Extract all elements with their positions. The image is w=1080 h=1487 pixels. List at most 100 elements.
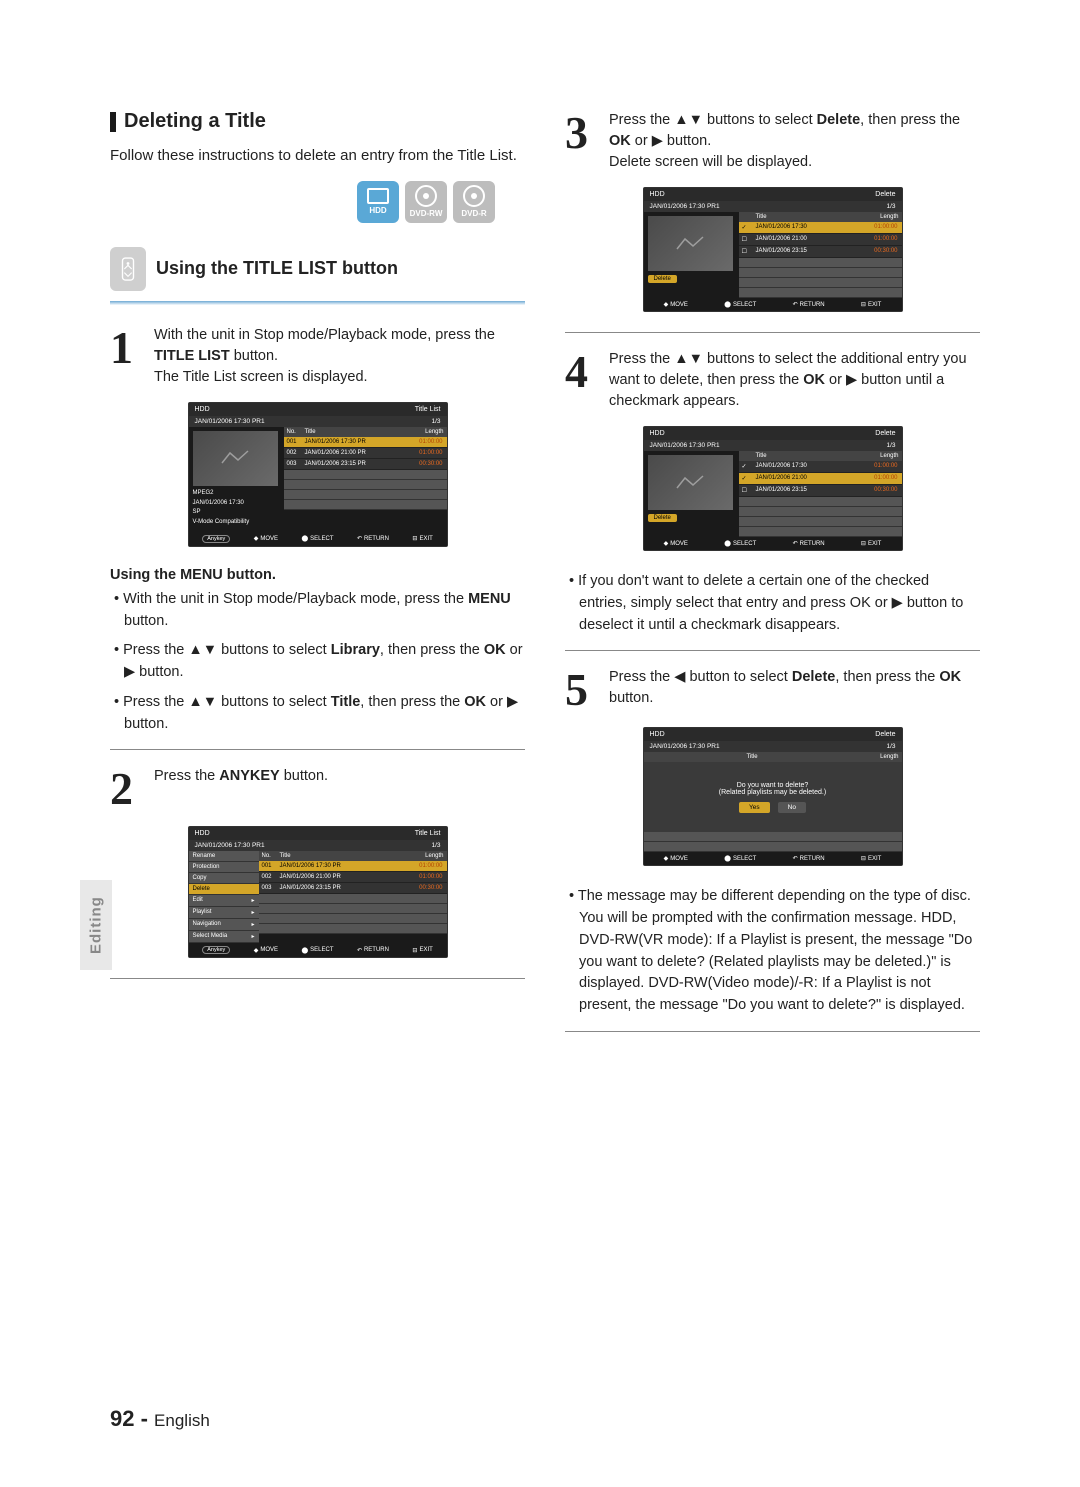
c: Title — [302, 427, 423, 437]
t: OK — [803, 372, 825, 388]
b: Delete TitleLength ✓JAN/01/2006 17:3001:… — [644, 451, 902, 537]
t: No. — [259, 851, 277, 861]
r: TitleLength ✓JAN/01/2006 17:3001:00:00☐J… — [739, 212, 902, 298]
t: SELECT — [310, 536, 333, 542]
t: HDD — [650, 430, 665, 437]
screen-left: MPEG2JAN/01/2006 17:30SPV-Mode Compatibi… — [189, 427, 284, 532]
note-5: The message may be different depending o… — [565, 886, 980, 1017]
t: 1/3 — [431, 418, 440, 425]
t: button. — [124, 613, 168, 629]
t: Delete screen will be displayed. — [609, 154, 812, 170]
t: HDD — [195, 830, 210, 837]
return-icon: ↶ RETURN — [793, 301, 825, 308]
dvd-r-icon: DVD-R — [453, 181, 495, 223]
dialog-line: Do you want to delete? — [737, 782, 809, 789]
t: button. — [230, 348, 278, 364]
select-icon: ⬤ SELECT — [301, 947, 333, 954]
t: RETURN — [364, 536, 389, 542]
divider — [110, 749, 525, 750]
step-text: Press the ANYKEY button. — [154, 766, 328, 812]
e — [259, 904, 447, 914]
exit-icon: ⊟ EXIT — [861, 855, 881, 862]
divider — [565, 1031, 980, 1032]
b: RenameProtectionCopyDeleteEdit▸Playlist▸… — [189, 851, 447, 943]
l: Delete — [644, 212, 739, 298]
t: EXIT — [868, 302, 881, 308]
screen-body: MPEG2JAN/01/2006 17:30SPV-Mode Compatibi… — [189, 427, 447, 532]
t: Length — [877, 212, 901, 222]
t: 1/3 — [886, 743, 895, 750]
step-number: 5 — [565, 667, 601, 713]
c: No. — [284, 427, 302, 437]
c: TitleLength — [739, 212, 902, 222]
t: , then press the — [360, 694, 464, 710]
r: TitleLength ✓JAN/01/2006 17:3001:00:00✓J… — [739, 451, 902, 537]
e — [739, 527, 902, 537]
e — [259, 914, 447, 924]
e — [739, 288, 902, 298]
return-icon: ↶ RETURN — [793, 540, 825, 547]
l: Delete — [644, 451, 739, 537]
t: JAN/01/2006 17:30 PR1 — [650, 442, 720, 449]
t: button. — [280, 768, 328, 784]
t: Delete — [792, 669, 836, 685]
t: JAN/01/2006 17:30 PR1 — [195, 842, 265, 849]
t — [739, 451, 753, 461]
screen-delete: HDDDelete JAN/01/2006 17:30 PR11/3 Delet… — [643, 187, 903, 312]
anykey-icon: Anykey — [202, 535, 230, 543]
cols: No.TitleLength — [284, 427, 447, 437]
hdd-icon: HDD — [357, 181, 399, 223]
left-column: Deleting a Title Follow these instructio… — [110, 110, 525, 1048]
delete-button: Delete — [648, 275, 677, 283]
no-button: No — [778, 802, 806, 813]
step-3: 3 Press the ▲▼ buttons to select Delete,… — [565, 110, 980, 173]
delete-button: Delete — [648, 514, 677, 522]
t: Delete — [875, 191, 895, 198]
b: Delete TitleLength ✓JAN/01/2006 17:3001:… — [644, 212, 902, 298]
e — [739, 517, 902, 527]
t: SELECT — [733, 302, 756, 308]
t: Length — [877, 752, 901, 762]
t: Delete — [817, 112, 861, 128]
anykey-icon: Anykey — [202, 946, 230, 954]
f: ◆ MOVE ⬤ SELECT ↶ RETURN ⊟ EXIT — [644, 298, 902, 311]
move-icon: ◆ MOVE — [664, 855, 688, 862]
step-number: 2 — [110, 766, 146, 812]
e — [284, 470, 447, 480]
t: OK — [939, 669, 961, 685]
e — [739, 497, 902, 507]
t: With the unit in Stop mode/Playback mode… — [154, 327, 495, 343]
screen-sub: JAN/01/2006 17:30 PR11/3 — [189, 416, 447, 427]
t: EXIT — [419, 536, 432, 542]
dialog-buttons: Yes No — [739, 802, 806, 813]
step-text: Press the ▲▼ buttons to select Delete, t… — [609, 110, 980, 173]
t: Title List — [415, 830, 441, 837]
intro-text: Follow these instructions to delete an e… — [110, 145, 525, 167]
info: MPEG2JAN/01/2006 17:30SPV-Mode Compatibi… — [193, 489, 280, 528]
step-1: 1 With the unit in Stop mode/Playback mo… — [110, 325, 525, 388]
t: OK — [484, 642, 506, 658]
subheading-row: Using the TITLE LIST button — [110, 247, 525, 291]
remote-icon — [110, 247, 146, 291]
t: Press the ◀ button to select — [609, 669, 792, 685]
subheading: Using the TITLE LIST button — [156, 258, 398, 279]
exit-icon: ⊟ EXIT — [861, 301, 881, 308]
move-icon: ◆ MOVE — [664, 540, 688, 547]
rows: ✓JAN/01/2006 17:3001:00:00✓JAN/01/2006 2… — [739, 461, 902, 497]
t: Length — [877, 451, 901, 461]
select-icon: ⬤ SELECT — [724, 855, 756, 862]
t: EXIT — [868, 856, 881, 862]
screen-delete-multi: HDDDelete JAN/01/2006 17:30 PR11/3 Delet… — [643, 426, 903, 551]
e — [739, 268, 902, 278]
t: Press the — [154, 768, 219, 784]
t: JAN/01/2006 17:30 PR1 — [650, 743, 720, 750]
page-number: 92 — [110, 1406, 134, 1431]
step-4: 4 Press the ▲▼ buttons to select the add… — [565, 349, 980, 412]
dialog-line: (Related playlists may be deleted.) — [719, 789, 826, 796]
t: Title — [277, 851, 423, 861]
move-icon: ◆ MOVE — [664, 301, 688, 308]
step-text: Press the ▲▼ buttons to select the addit… — [609, 349, 980, 412]
t: RETURN — [800, 541, 825, 547]
s: JAN/01/2006 17:30 PR1 1/3 — [644, 741, 902, 752]
e — [739, 507, 902, 517]
